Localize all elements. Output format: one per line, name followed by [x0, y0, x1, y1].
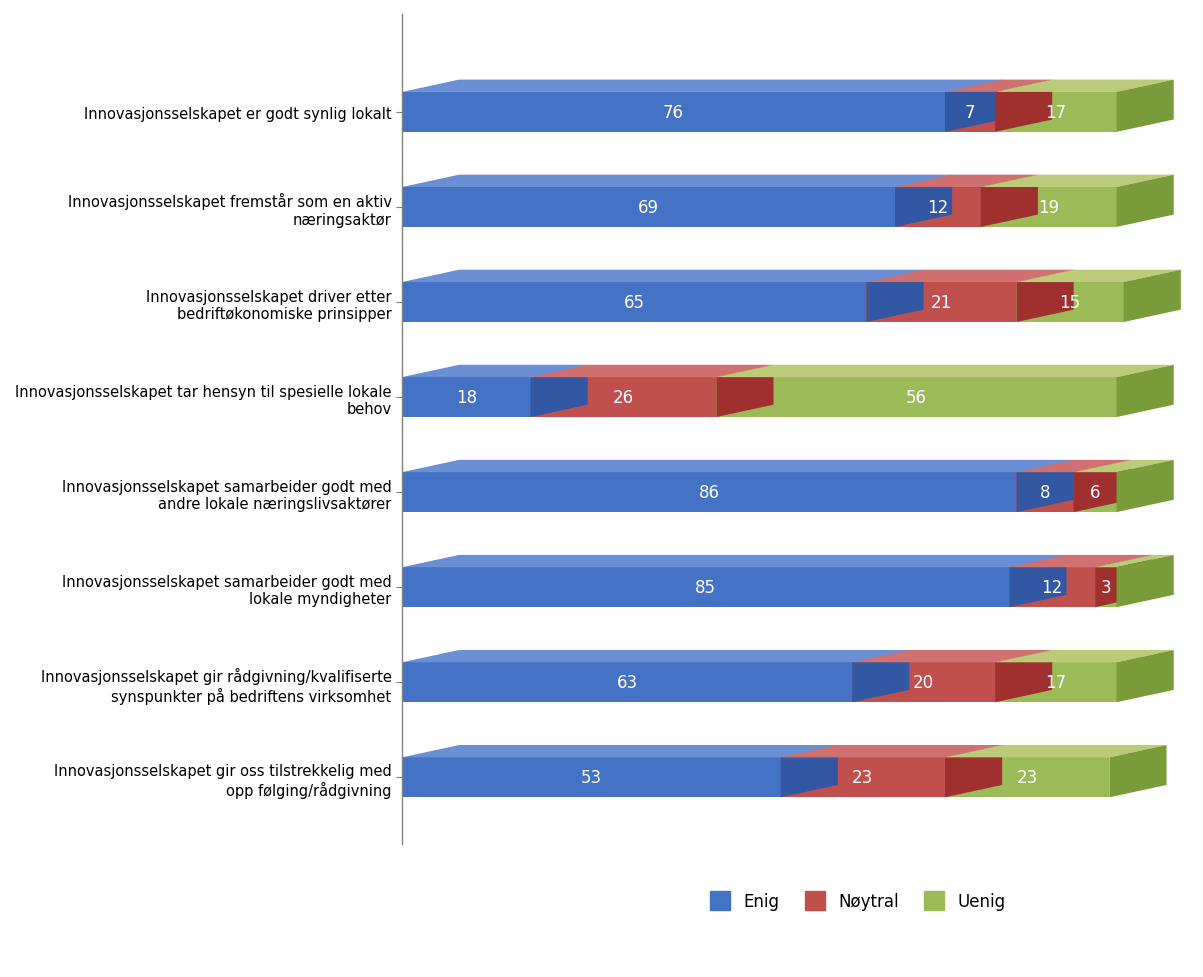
Bar [852, 662, 995, 702]
Polygon shape [402, 365, 588, 378]
Polygon shape [1017, 271, 1073, 322]
Polygon shape [1124, 271, 1181, 322]
Text: 8: 8 [1039, 484, 1050, 501]
Polygon shape [1009, 555, 1152, 568]
Polygon shape [1017, 460, 1073, 513]
Bar [402, 757, 781, 797]
Text: 18: 18 [456, 389, 476, 406]
Bar [781, 757, 946, 797]
Text: 56: 56 [906, 389, 928, 406]
Bar [980, 188, 1116, 228]
Polygon shape [781, 745, 1002, 757]
Text: 85: 85 [695, 578, 716, 597]
Polygon shape [402, 651, 909, 662]
Bar [1017, 282, 1124, 322]
Bar [1009, 568, 1095, 608]
Text: 23: 23 [1017, 769, 1038, 786]
Polygon shape [1116, 365, 1174, 417]
Text: 53: 53 [581, 769, 602, 786]
Text: 65: 65 [623, 294, 645, 312]
Text: 86: 86 [699, 484, 719, 501]
Polygon shape [1116, 651, 1174, 702]
Polygon shape [946, 745, 1167, 757]
Polygon shape [1017, 271, 1181, 282]
Bar [1017, 473, 1073, 513]
Polygon shape [716, 365, 1174, 378]
Bar [1095, 568, 1116, 608]
Bar [995, 662, 1116, 702]
Polygon shape [402, 80, 1002, 93]
Text: 17: 17 [1045, 673, 1066, 692]
Polygon shape [946, 745, 1002, 797]
Polygon shape [1095, 555, 1152, 608]
Polygon shape [402, 555, 1067, 568]
Text: 17: 17 [1045, 104, 1066, 122]
Polygon shape [1009, 555, 1067, 608]
Bar [895, 188, 980, 228]
Polygon shape [995, 80, 1174, 93]
Polygon shape [716, 365, 774, 417]
Polygon shape [980, 176, 1174, 188]
Polygon shape [781, 745, 837, 797]
Polygon shape [946, 80, 1002, 133]
Polygon shape [980, 176, 1038, 228]
Bar [1073, 473, 1116, 513]
Polygon shape [531, 365, 588, 417]
Polygon shape [866, 271, 1073, 282]
Polygon shape [531, 365, 774, 378]
Polygon shape [1073, 460, 1174, 473]
Bar [866, 282, 1017, 322]
Polygon shape [402, 745, 837, 757]
Polygon shape [1116, 555, 1174, 608]
Polygon shape [852, 651, 1053, 662]
Polygon shape [895, 176, 1038, 188]
Bar [402, 93, 946, 133]
Polygon shape [1116, 80, 1174, 133]
Bar [402, 662, 852, 702]
Bar [995, 93, 1116, 133]
Bar [946, 93, 995, 133]
Polygon shape [995, 80, 1053, 133]
Bar [402, 378, 531, 417]
Polygon shape [866, 271, 924, 322]
Text: 76: 76 [663, 104, 685, 122]
Text: 20: 20 [913, 673, 935, 692]
Text: 6: 6 [1090, 484, 1101, 501]
Text: 7: 7 [965, 104, 976, 122]
Text: 19: 19 [1038, 198, 1059, 217]
Bar [402, 473, 1017, 513]
Bar [402, 568, 1009, 608]
Text: 21: 21 [931, 294, 952, 312]
Polygon shape [995, 651, 1174, 662]
Bar [402, 188, 895, 228]
Text: 3: 3 [1101, 578, 1112, 597]
Bar [531, 378, 716, 417]
Polygon shape [852, 651, 909, 702]
Text: 12: 12 [928, 198, 948, 217]
Text: 26: 26 [612, 389, 634, 406]
Polygon shape [402, 271, 924, 282]
Text: 12: 12 [1042, 578, 1062, 597]
Bar [946, 757, 1109, 797]
Polygon shape [946, 80, 1053, 93]
Polygon shape [1017, 460, 1131, 473]
Bar [402, 282, 866, 322]
Text: 15: 15 [1060, 294, 1080, 312]
Polygon shape [1073, 460, 1131, 513]
Polygon shape [1095, 555, 1174, 568]
Polygon shape [1116, 460, 1174, 513]
Text: 69: 69 [638, 198, 659, 217]
Polygon shape [895, 176, 953, 228]
Legend: Enig, Nøytral, Uenig: Enig, Nøytral, Uenig [711, 891, 1006, 911]
Text: 23: 23 [852, 769, 873, 786]
Polygon shape [1109, 745, 1167, 797]
Bar [716, 378, 1116, 417]
Polygon shape [402, 460, 1073, 473]
Text: 63: 63 [616, 673, 638, 692]
Polygon shape [995, 651, 1053, 702]
Polygon shape [402, 176, 953, 188]
Polygon shape [1116, 176, 1174, 228]
